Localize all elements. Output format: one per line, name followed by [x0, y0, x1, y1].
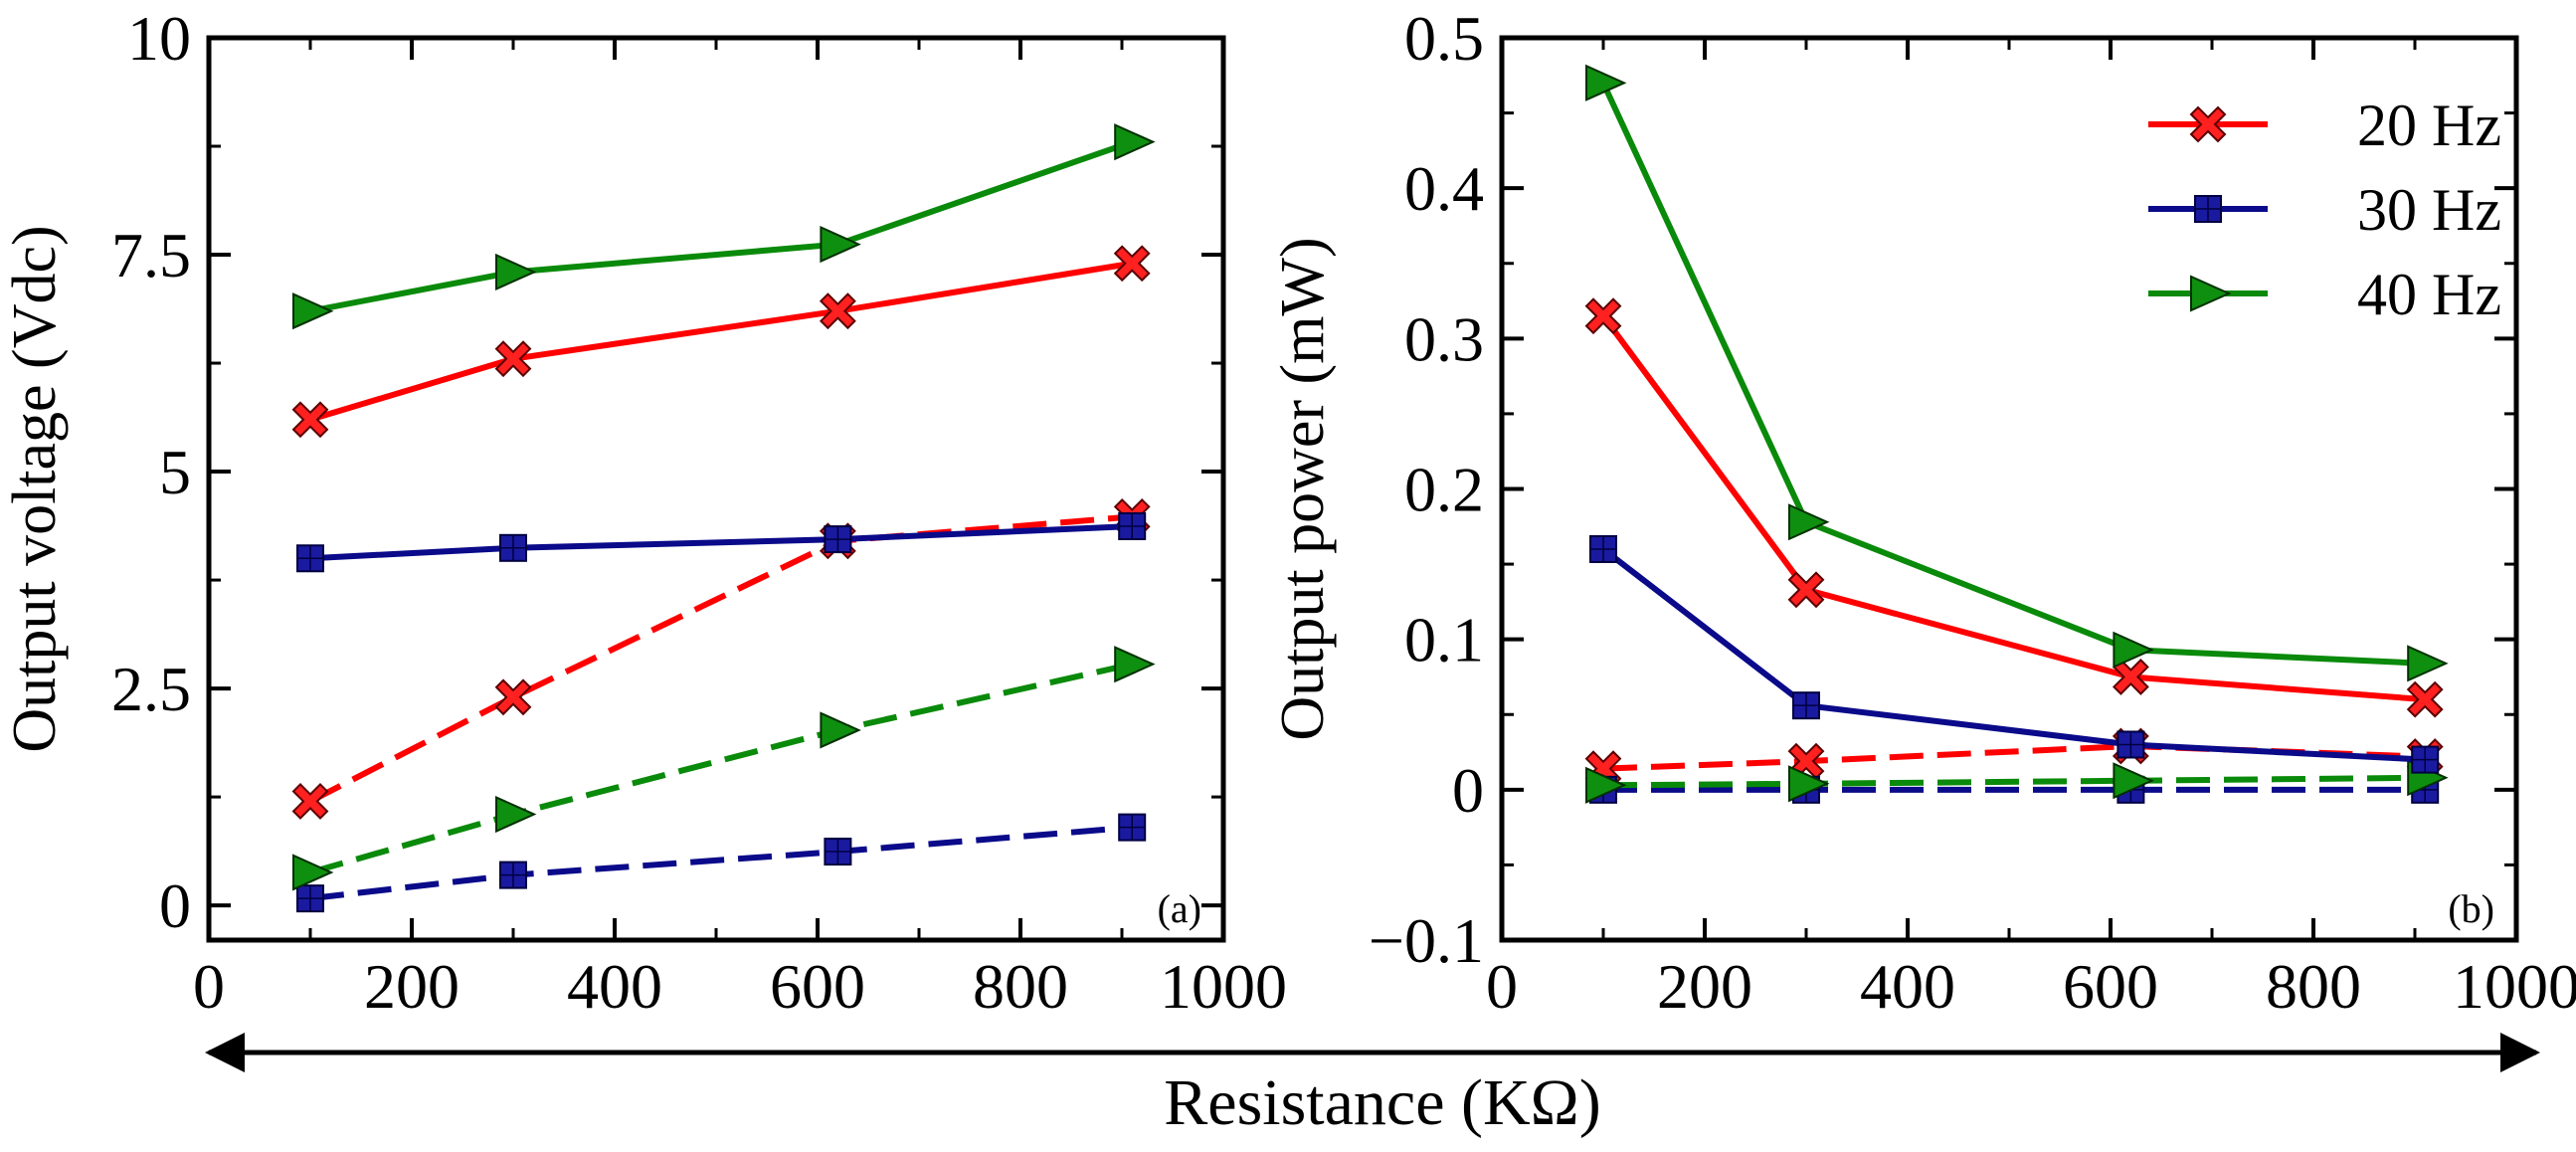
- series-30hz-solid-a-point: [1118, 512, 1147, 541]
- series-40hz-solid-b-point: [2113, 631, 2154, 669]
- series-20hz-solid-b-point: [2406, 680, 2444, 718]
- legend-item-20hz-label: 20 Hz: [2357, 93, 2501, 158]
- legend-item-30hz-label: 30 Hz: [2357, 177, 2501, 243]
- series-40hz-dashed-a-point: [1114, 646, 1156, 683]
- series-40hz-dashed-b-line: [1602, 774, 2426, 789]
- series-30hz-solid-a-line: [309, 523, 1133, 562]
- series-40hz-dashed-a-point: [292, 854, 334, 891]
- legend-item-40hz-marker: [2190, 275, 2232, 312]
- x-tick-label-a: 800: [973, 951, 1068, 1022]
- series-20hz-dashed-a-point: [291, 783, 329, 820]
- x-tick-label-a: 200: [364, 951, 460, 1022]
- series-20hz-dashed-b-line: [1602, 742, 2426, 772]
- series-30hz-dashed-a-point: [499, 861, 527, 889]
- x-tick-label-a: 400: [567, 951, 662, 1022]
- series-40hz-dashed-b-point: [2113, 762, 2154, 800]
- x-tick-label-b: 0: [1486, 951, 1518, 1022]
- series-20hz-solid-a-point: [819, 292, 856, 330]
- y-tick-label-b: 0.1: [1404, 605, 1484, 675]
- x-tick-label-b: 1000: [2453, 951, 2576, 1022]
- legend-item-40hz-label: 40 Hz: [2357, 262, 2501, 327]
- series-20hz-solid-b-point: [2112, 659, 2149, 695]
- x-tick-label-b: 800: [2266, 951, 2361, 1022]
- series-30hz-solid-a-point: [824, 525, 852, 554]
- series-40hz-dashed-a-point: [495, 796, 537, 834]
- series-20hz-dashed-a-line: [308, 513, 1133, 805]
- series-20hz-solid-a-point: [291, 401, 329, 439]
- series-40hz-dashed-b-point: [1788, 765, 1830, 803]
- series-30hz-dashed-a-point: [824, 838, 852, 866]
- series-20hz-solid-a-line: [309, 260, 1133, 423]
- series-40hz-dashed-a-point: [820, 711, 861, 749]
- series-20hz-solid-a-point: [1113, 245, 1151, 283]
- x-tick-label-b: 400: [1860, 951, 1955, 1022]
- series-20hz-solid-b-point: [1787, 571, 1825, 609]
- series-40hz-solid-a-point: [495, 253, 537, 291]
- series-40hz-dashed-a-line: [309, 661, 1133, 875]
- panel-b-power-chart: 0 200 400 600 800 1000−0.100.10.20.30.40.5Out…: [1269, 3, 2576, 1022]
- y-axis-label-b: Output power (mW): [1269, 237, 1337, 740]
- series-40hz-solid-a-point: [820, 226, 861, 264]
- series-20hz-solid-a-point: [494, 340, 532, 378]
- series-20hz-solid-b-point: [1584, 297, 1622, 335]
- y-tick-label-b: −0.1: [1369, 905, 1484, 976]
- y-tick-label-a: 2.5: [111, 654, 191, 724]
- series-40hz-solid-b-point: [1788, 503, 1830, 541]
- series-20hz-solid-b-line: [1600, 313, 2426, 703]
- panel-label-b: (b): [2448, 886, 2494, 931]
- y-tick-label-b: 0.3: [1404, 303, 1484, 374]
- y-tick-label-a: 7.5: [111, 220, 191, 290]
- series-40hz-solid-a-point: [1114, 123, 1156, 161]
- y-tick-label-b: 0: [1452, 755, 1484, 826]
- series-40hz-dashed-b-point: [1585, 766, 1627, 804]
- series-30hz-solid-b-point: [1792, 691, 1820, 720]
- legend-item-30hz-marker: [2194, 195, 2222, 223]
- series-30hz-dashed-a-line: [309, 824, 1133, 902]
- plot-frame-b: [1499, 35, 2519, 943]
- series-40hz-solid-b-point: [1585, 64, 1627, 101]
- series-20hz-dashed-a-point: [494, 678, 532, 716]
- series-30hz-solid-b-point: [2116, 730, 2145, 759]
- x-tick-label-a: 600: [770, 951, 865, 1022]
- shared-x-axis-label: Resistance (KΩ): [1164, 1066, 1600, 1139]
- series-30hz-solid-a-point: [296, 544, 324, 573]
- series-30hz-solid-b-point: [1589, 534, 1617, 563]
- series-30hz-solid-a-point: [499, 533, 527, 562]
- series-30hz-solid-b-line: [1601, 546, 2426, 763]
- series-40hz-solid-a-line: [309, 138, 1134, 314]
- x-tick-label-a: 1000: [1160, 951, 1287, 1022]
- x-tick-label-b: 200: [1657, 951, 1752, 1022]
- panel-label-a: (a): [1158, 886, 1201, 931]
- x-tick-label-a: 0: [193, 951, 225, 1022]
- y-tick-label-a: 5: [159, 437, 191, 507]
- x-tick-label-b: 600: [2063, 951, 2158, 1022]
- y-tick-label-a: 10: [127, 3, 191, 74]
- y-tick-label-b: 0.4: [1404, 153, 1484, 224]
- legend-item-20hz-marker: [2189, 105, 2227, 143]
- y-tick-label-b: 0.2: [1404, 455, 1484, 525]
- y-axis-label-a: Output voltage (Vdc): [1, 225, 69, 752]
- series-30hz-dashed-a-point: [1118, 813, 1147, 842]
- series-40hz-solid-b-line: [1600, 82, 2426, 667]
- panel-a-voltage-chart: 0 200 400 600 800 1000 0 2.5 5 7.5 10 Output voltag…: [1, 3, 1287, 1022]
- series-30hz-dashed-a-point: [296, 884, 324, 913]
- series-40hz-solid-b-point: [2407, 645, 2449, 682]
- series-30hz-solid-b-point: [2411, 745, 2440, 774]
- legend: 20 Hz 30 Hz 40 Hz: [2148, 93, 2501, 327]
- y-tick-label-a: 0: [159, 870, 191, 941]
- series-40hz-solid-a-point: [292, 292, 334, 330]
- plot-frame-a: [206, 35, 1226, 943]
- y-tick-label-b: 0.5: [1404, 3, 1484, 74]
